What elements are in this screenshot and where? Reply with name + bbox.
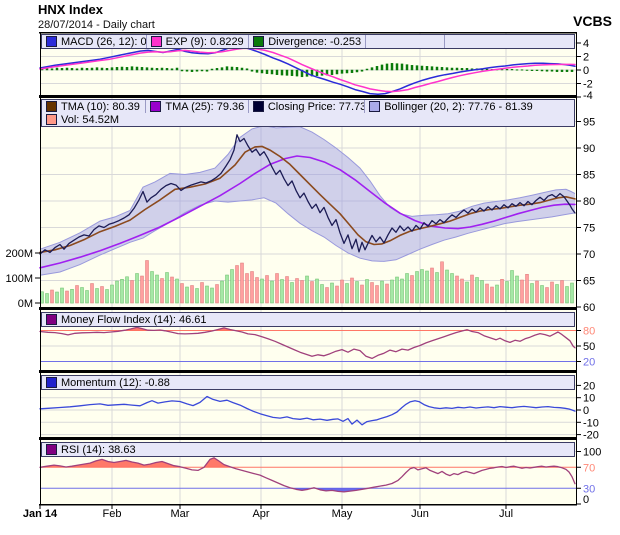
svg-text:90: 90 (583, 143, 595, 155)
exp-swatch (150, 36, 162, 47)
svg-text:80: 80 (583, 196, 595, 208)
macd-swatch (46, 36, 57, 47)
svg-text:0: 0 (583, 494, 589, 506)
svg-text:100: 100 (583, 447, 601, 459)
svg-text:4: 4 (583, 38, 589, 50)
svg-text:60: 60 (583, 302, 595, 314)
legend-item-divergence: Divergence: -0.253 (249, 35, 366, 48)
legend-item-tma10: TMA (10): 80.39 (42, 100, 147, 113)
x-axis-label-feb: Feb (102, 508, 122, 520)
svg-text:70: 70 (583, 249, 595, 261)
svg-text:20: 20 (583, 357, 595, 369)
chart-date-subtitle: 28/07/2014 - Daily chart (38, 19, 155, 31)
brand-logo: VCBS (573, 13, 612, 29)
legend-item-bollinger: Bollinger (20, 2): 77.76 - 81.39 (365, 100, 574, 113)
legend-item-macd: MACD (26, 12): 0.5699 (42, 35, 147, 48)
svg-text:-10: -10 (583, 417, 599, 429)
svg-text:95: 95 (583, 117, 595, 129)
legend-momentum-panel: Momentum (12): -0.88 (41, 375, 575, 390)
legend-item-mfi: Money Flow Index (14): 46.61 (42, 313, 574, 326)
svg-text:200M: 200M (5, 248, 33, 260)
svg-text:50: 50 (583, 341, 595, 353)
svg-text:20: 20 (583, 380, 595, 392)
x-axis-label-mar: Mar (170, 508, 190, 520)
momentum-swatch (46, 377, 57, 388)
legend-item-tma25: TMA (25): 79.36 (146, 100, 249, 113)
legend-item-volume: Vol: 54.52M (42, 113, 574, 126)
rsi-swatch (46, 444, 57, 455)
svg-text:100M: 100M (5, 273, 33, 285)
legend-price-panel: TMA (10): 80.39 TMA (25): 79.36 Closing … (41, 99, 575, 127)
svg-text:10: 10 (583, 393, 595, 405)
x-axis-label-jan: Jan 14 (22, 508, 58, 520)
svg-text:0: 0 (583, 65, 589, 77)
svg-text:85: 85 (583, 170, 595, 182)
mfi-swatch (46, 314, 57, 325)
legend-item-closing-price: Closing Price: 77.73 (249, 100, 366, 113)
volume-swatch (46, 114, 57, 125)
svg-text:-4: -4 (583, 90, 593, 102)
svg-text:-20: -20 (583, 430, 599, 442)
svg-text:75: 75 (583, 223, 595, 235)
legend-rsi-panel: RSI (14): 38.63 (41, 442, 575, 457)
legend-item-exp: EXP (9): 0.8229 (147, 35, 250, 48)
x-axis-label-jun: Jun (411, 508, 429, 520)
legend-macd-panel: MACD (26, 12): 0.5699 EXP (9): 0.8229 Di… (41, 34, 575, 49)
x-axis-label-apr: Apr (252, 508, 270, 520)
bollinger-swatch (369, 101, 381, 112)
svg-text:30: 30 (583, 483, 595, 495)
legend-mfi-panel: Money Flow Index (14): 46.61 (41, 312, 575, 327)
tma25-swatch (150, 101, 162, 112)
svg-text:0: 0 (583, 405, 589, 417)
legend-empty-cell (366, 35, 446, 48)
svg-text:-2: -2 (583, 79, 593, 91)
svg-text:2: 2 (583, 52, 589, 64)
svg-text:70: 70 (583, 462, 595, 474)
legend-empty-cell (445, 35, 574, 48)
divergence-swatch (253, 36, 265, 47)
page-title: HNX Index (38, 2, 104, 17)
legend-item-momentum: Momentum (12): -0.88 (42, 376, 574, 389)
svg-text:0M: 0M (18, 298, 33, 310)
closing-price-swatch (252, 101, 264, 112)
svg-text:80: 80 (583, 325, 595, 337)
tma10-swatch (46, 101, 57, 112)
legend-item-rsi: RSI (14): 38.63 (42, 443, 574, 456)
x-axis-label-jul: Jul (498, 508, 514, 520)
svg-text:65: 65 (583, 276, 595, 288)
x-axis-label-may: May (331, 508, 353, 520)
